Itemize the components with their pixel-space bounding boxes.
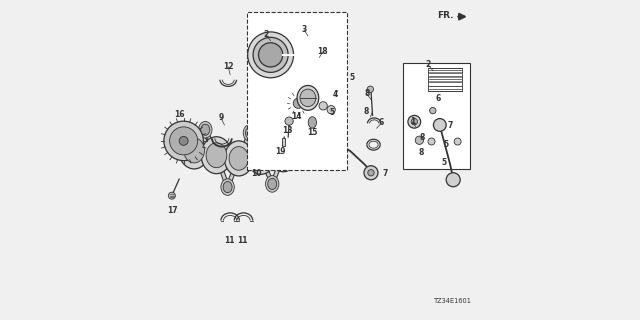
Text: 19: 19 bbox=[275, 147, 285, 156]
Ellipse shape bbox=[206, 143, 227, 168]
Circle shape bbox=[323, 131, 337, 145]
Text: 16: 16 bbox=[174, 110, 184, 119]
Circle shape bbox=[289, 94, 307, 112]
Text: 5: 5 bbox=[349, 73, 355, 82]
Circle shape bbox=[411, 119, 417, 125]
Ellipse shape bbox=[184, 138, 204, 163]
Text: 8: 8 bbox=[419, 132, 425, 141]
Circle shape bbox=[307, 70, 332, 96]
Circle shape bbox=[300, 64, 339, 102]
Text: 8: 8 bbox=[419, 148, 424, 157]
Ellipse shape bbox=[201, 137, 232, 174]
Text: 11: 11 bbox=[224, 236, 234, 245]
Circle shape bbox=[259, 43, 283, 67]
Ellipse shape bbox=[297, 85, 319, 110]
Text: 6: 6 bbox=[436, 94, 441, 103]
Text: 10: 10 bbox=[251, 169, 262, 178]
Text: 7: 7 bbox=[383, 169, 388, 178]
Ellipse shape bbox=[246, 127, 254, 139]
Ellipse shape bbox=[221, 179, 234, 196]
Text: 11: 11 bbox=[237, 236, 248, 245]
Text: 5: 5 bbox=[442, 158, 447, 167]
Ellipse shape bbox=[252, 145, 271, 169]
Ellipse shape bbox=[288, 123, 301, 140]
Text: 18: 18 bbox=[317, 47, 328, 56]
Text: 4: 4 bbox=[333, 90, 338, 99]
Ellipse shape bbox=[198, 122, 212, 138]
Text: 7: 7 bbox=[447, 121, 452, 130]
Ellipse shape bbox=[243, 124, 257, 141]
Text: FR.: FR. bbox=[437, 11, 454, 20]
Ellipse shape bbox=[201, 124, 210, 135]
Circle shape bbox=[179, 136, 188, 145]
Text: 8: 8 bbox=[364, 107, 369, 116]
Circle shape bbox=[433, 119, 446, 131]
Text: 8: 8 bbox=[364, 89, 370, 98]
Circle shape bbox=[327, 106, 335, 114]
Text: 15: 15 bbox=[307, 128, 317, 137]
Text: 14: 14 bbox=[291, 112, 301, 121]
Text: 2: 2 bbox=[263, 30, 268, 39]
Circle shape bbox=[170, 127, 198, 155]
Text: TZ34E1601: TZ34E1601 bbox=[435, 298, 472, 304]
Circle shape bbox=[428, 138, 435, 145]
Ellipse shape bbox=[274, 144, 292, 166]
Circle shape bbox=[319, 102, 327, 110]
Ellipse shape bbox=[246, 139, 275, 174]
Ellipse shape bbox=[308, 117, 317, 128]
Ellipse shape bbox=[297, 143, 314, 164]
Circle shape bbox=[364, 166, 378, 180]
Ellipse shape bbox=[268, 178, 276, 189]
Text: 3: 3 bbox=[301, 25, 307, 34]
Ellipse shape bbox=[266, 176, 279, 192]
Circle shape bbox=[294, 57, 345, 108]
Ellipse shape bbox=[269, 139, 297, 172]
Circle shape bbox=[313, 76, 326, 89]
Ellipse shape bbox=[229, 147, 248, 170]
Bar bbox=[282, 138, 285, 146]
Ellipse shape bbox=[300, 89, 316, 107]
Text: 13: 13 bbox=[282, 126, 292, 135]
Text: 17: 17 bbox=[168, 206, 178, 215]
Circle shape bbox=[253, 37, 288, 72]
Ellipse shape bbox=[223, 181, 232, 193]
Bar bbox=[246, 12, 347, 170]
Text: 12: 12 bbox=[223, 62, 234, 71]
Circle shape bbox=[429, 108, 436, 114]
Ellipse shape bbox=[225, 141, 253, 176]
Circle shape bbox=[408, 116, 420, 128]
Bar bbox=[428, 68, 462, 91]
Ellipse shape bbox=[293, 138, 319, 170]
Text: 6: 6 bbox=[378, 118, 384, 127]
Circle shape bbox=[248, 32, 294, 78]
Ellipse shape bbox=[179, 132, 209, 169]
Circle shape bbox=[446, 173, 460, 187]
Ellipse shape bbox=[290, 126, 299, 137]
Circle shape bbox=[285, 117, 293, 125]
Text: 1: 1 bbox=[410, 117, 415, 126]
Circle shape bbox=[454, 138, 461, 145]
Ellipse shape bbox=[306, 113, 319, 132]
Text: 9: 9 bbox=[219, 114, 224, 123]
Text: 5: 5 bbox=[330, 108, 335, 117]
Circle shape bbox=[367, 86, 374, 92]
Text: 2: 2 bbox=[426, 60, 431, 69]
Circle shape bbox=[168, 192, 175, 199]
Circle shape bbox=[368, 170, 374, 176]
Circle shape bbox=[293, 98, 303, 108]
Text: 5: 5 bbox=[444, 140, 449, 149]
Circle shape bbox=[164, 121, 204, 161]
Bar bbox=[403, 63, 470, 169]
Circle shape bbox=[415, 136, 424, 144]
